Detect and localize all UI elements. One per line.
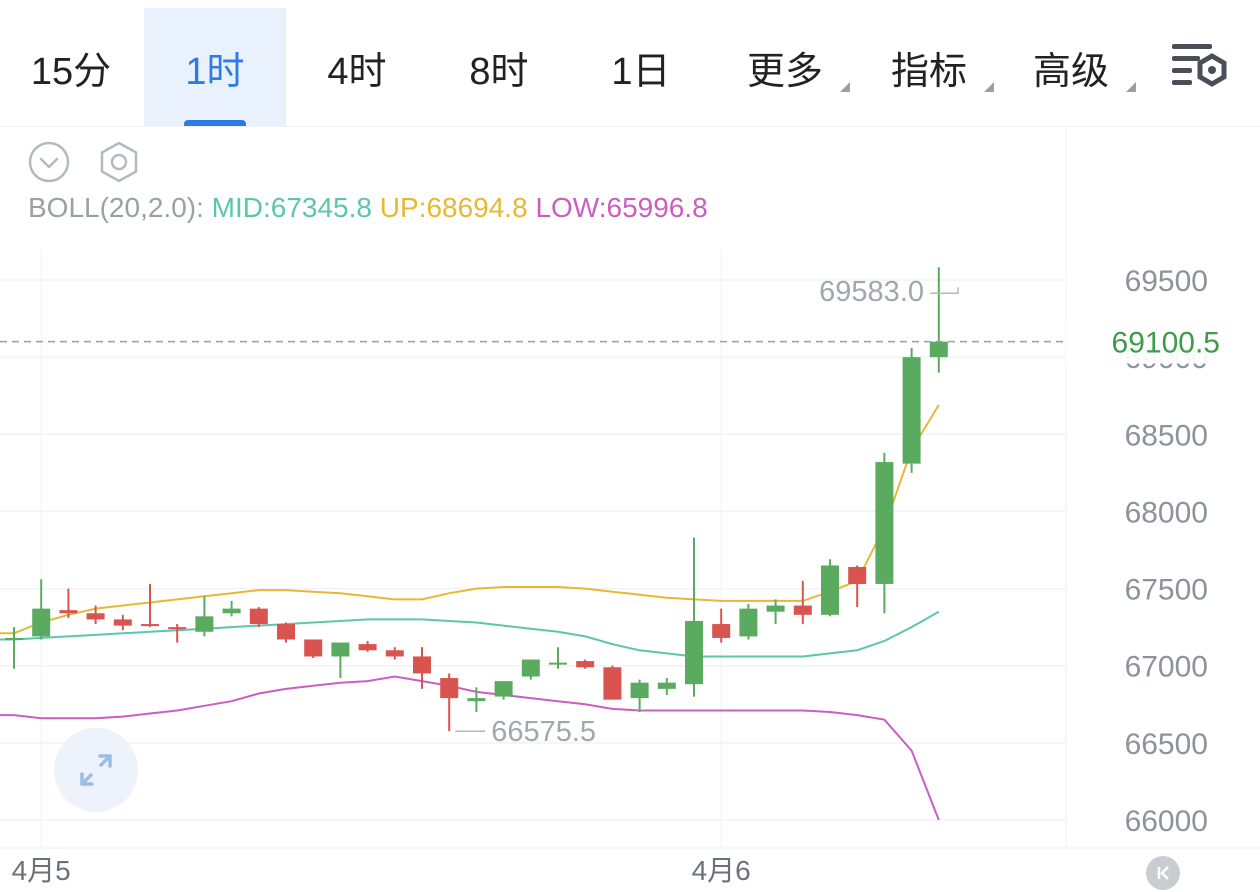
y-tick-label: 67500: [1125, 574, 1208, 607]
candle-body: [195, 616, 214, 632]
boll-mid-value: MID:67345.8: [211, 192, 372, 223]
tab-1h[interactable]: 1时: [144, 8, 286, 126]
candle-body: [793, 605, 812, 615]
tab-label: 15分: [30, 50, 112, 93]
candle-body: [5, 637, 23, 640]
boll-upper-line: [0, 404, 940, 635]
x-tick-label: 4月5: [12, 855, 71, 886]
max-marker-line: [930, 287, 959, 294]
candle-body: [549, 662, 567, 665]
boll-lower-line: [0, 675, 940, 821]
tab-8h[interactable]: 8时: [428, 8, 570, 126]
candle-body: [413, 656, 431, 674]
hexagon-settings-icon: [100, 141, 138, 183]
chart-settings-icon[interactable]: [1168, 38, 1232, 94]
tab-label: 更多: [746, 50, 823, 93]
candle-body: [902, 357, 921, 464]
y-tick-label: 67000: [1125, 651, 1208, 684]
y-tick-label: 66500: [1125, 728, 1208, 761]
boll-legend: BOLL(20,2.0): MID:67345.8 UP:68694.8 LOW…: [28, 192, 708, 224]
indicator-settings-button[interactable]: [97, 140, 141, 184]
current-price-label-bg: [1066, 319, 1260, 364]
boll-label: BOLL(20,2.0):: [28, 192, 204, 223]
tab-label: 4时: [327, 50, 387, 93]
candle-body: [32, 608, 51, 637]
candle-body: [277, 624, 295, 640]
dropdown-caret-icon: [1126, 82, 1136, 92]
candle-body: [168, 627, 187, 630]
candle-body: [821, 565, 839, 615]
candle-body: [766, 605, 785, 612]
y-tick-label: 68500: [1125, 419, 1208, 452]
y-tick-label: 66000: [1125, 805, 1208, 838]
dropdown-caret-icon: [840, 82, 850, 92]
tab-indicators[interactable]: 指标: [858, 8, 1000, 126]
fullscreen-button[interactable]: [54, 728, 138, 812]
candle-body: [249, 608, 268, 625]
candle-body: [440, 678, 459, 699]
dropdown-caret-icon: [984, 82, 994, 92]
candle-body: [222, 608, 241, 614]
candle-body: [385, 650, 404, 657]
tab-label: 高级: [1032, 50, 1109, 93]
boll-mid-line: [0, 610, 940, 658]
tab-label: 8时: [469, 50, 529, 93]
x-tick-label: 4月6: [692, 855, 751, 886]
tab-label: 1时: [185, 50, 245, 93]
candle-body: [848, 566, 867, 584]
candle-body: [603, 667, 622, 700]
tab-label: 指标: [890, 50, 967, 93]
active-tab-indicator: [184, 120, 246, 126]
candle-body: [657, 682, 676, 689]
collapse-indicator-button[interactable]: [27, 140, 71, 184]
candle-body: [685, 620, 703, 685]
expand-icon: [80, 754, 112, 786]
candle-body: [331, 642, 350, 657]
tab-1d[interactable]: 1日: [570, 8, 712, 126]
candle-body: [875, 462, 894, 584]
candle-body: [141, 624, 159, 627]
boll-low-value: LOW:65996.8: [535, 192, 708, 223]
candle-body: [59, 610, 78, 614]
chevron-down-icon: [28, 141, 70, 183]
candle-body: [929, 341, 948, 358]
tab-4h[interactable]: 4时: [286, 8, 428, 126]
candle-body: [467, 698, 486, 702]
candle-body: [712, 624, 731, 638]
candle-body: [494, 681, 513, 697]
timeframe-tabs: 15分 1时 4时 8时 1日 更多 指标 高级: [0, 0, 1260, 127]
chevron-right-end-icon: [1157, 866, 1169, 880]
candle-body: [630, 682, 649, 699]
candle-body: [739, 608, 758, 637]
candle-body: [113, 619, 132, 626]
tab-more[interactable]: 更多: [714, 8, 856, 126]
candle-body: [304, 639, 323, 657]
boll-up-value: UP:68694.8: [379, 192, 528, 223]
max-marker-label: 69583.0: [819, 276, 924, 308]
tab-advanced[interactable]: 高级: [1000, 8, 1142, 126]
y-tick-label: 69500: [1125, 265, 1208, 298]
tab-15m[interactable]: 15分: [0, 8, 142, 126]
min-marker-label: 66575.5: [491, 716, 596, 748]
candle-body: [358, 644, 377, 651]
y-tick-label: 68000: [1125, 496, 1208, 529]
candle-body: [521, 659, 540, 677]
current-price-label: 69100.5: [1112, 327, 1220, 360]
tab-label: 1日: [611, 50, 671, 93]
candle-body: [86, 613, 105, 620]
candle-body: [576, 661, 595, 668]
scroll-to-latest-button[interactable]: [1146, 856, 1180, 890]
